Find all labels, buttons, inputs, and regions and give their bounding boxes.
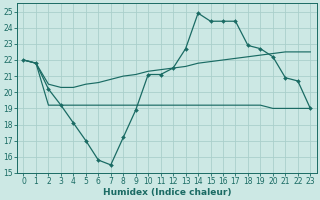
X-axis label: Humidex (Indice chaleur): Humidex (Indice chaleur) <box>103 188 231 197</box>
